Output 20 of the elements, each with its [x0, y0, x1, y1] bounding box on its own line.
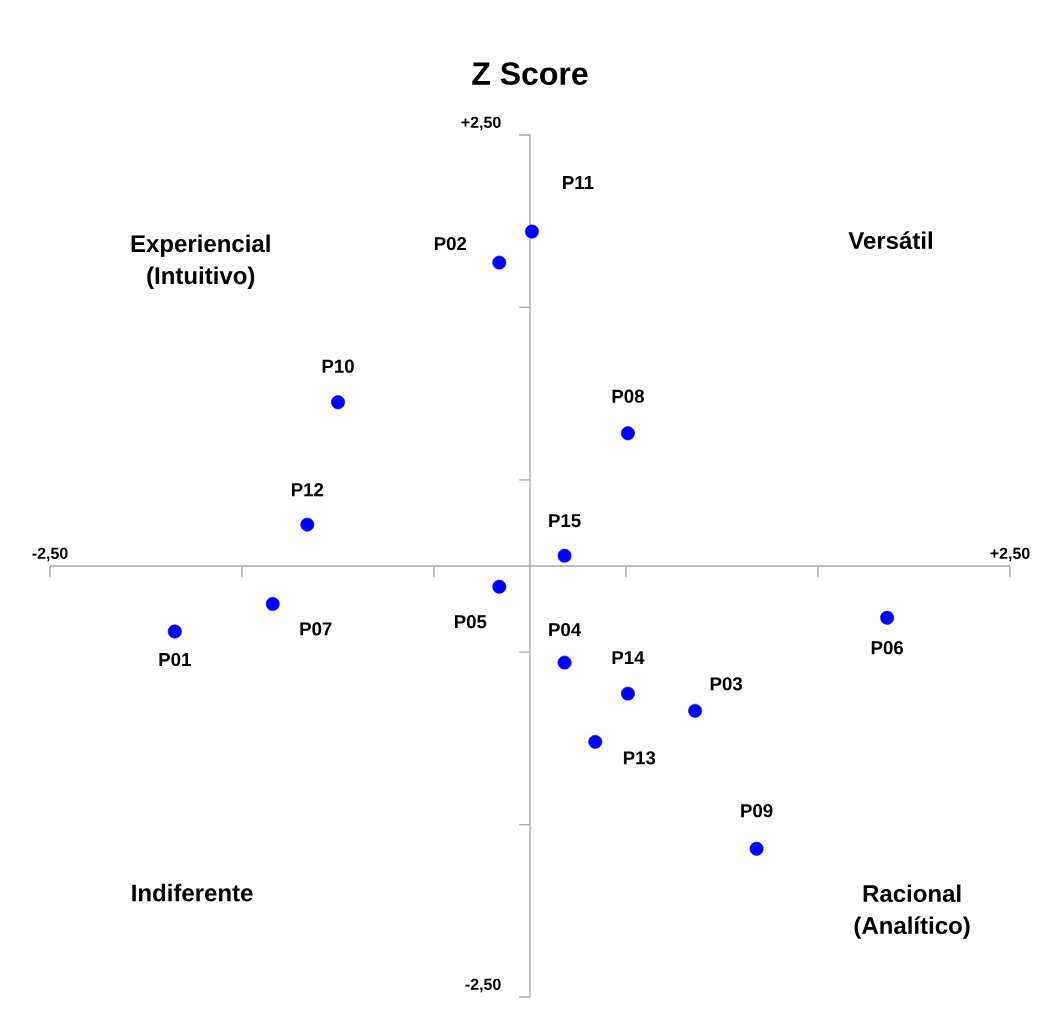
annotation: P12 [291, 483, 324, 497]
annotation: P08 [612, 389, 644, 403]
annotation: P06 [871, 641, 904, 655]
annotation: Indiferente [132, 883, 253, 902]
annotation: P14 [612, 651, 645, 664]
chart-title: Z Score [472, 62, 588, 85]
annotation: P02 [434, 236, 467, 251]
annotation: P05 [454, 615, 487, 629]
annotation: P03 [710, 677, 743, 691]
annotation: Experiencial (Intuitivo) [131, 234, 270, 289]
annotation: Versátil [848, 231, 932, 250]
annotation: P04 [549, 622, 582, 637]
annotation: P01 [159, 652, 191, 667]
annotation: P15 [549, 514, 581, 528]
annotation: P13 [623, 751, 656, 765]
annotation: P09 [741, 804, 773, 818]
annotation: P10 [322, 359, 354, 373]
annotation: P11 [563, 176, 594, 189]
annotation: P07 [300, 622, 332, 636]
annotation: Racional (Analítico) [854, 884, 970, 939]
